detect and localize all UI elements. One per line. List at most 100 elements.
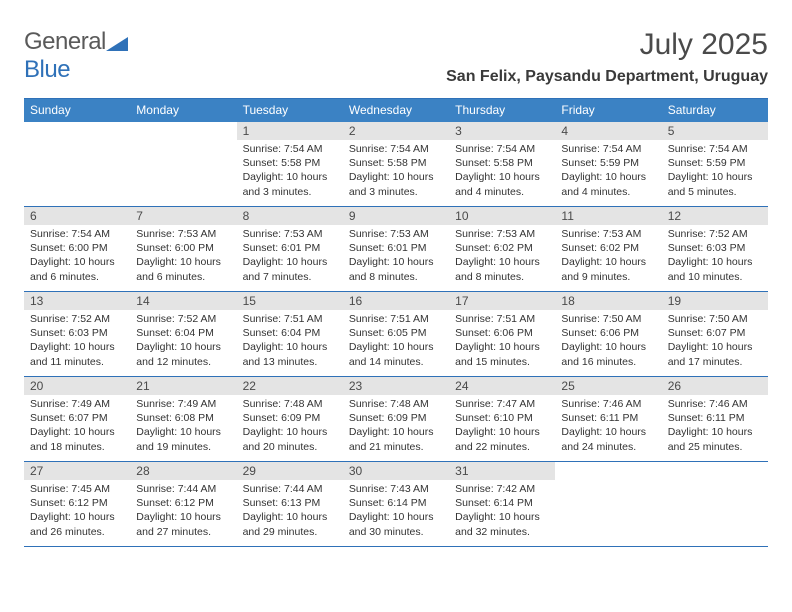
daylight-line: Daylight: 10 hours and 25 minutes.	[668, 425, 762, 453]
weekday-label: Tuesday	[237, 99, 343, 122]
daylight-line: Daylight: 10 hours and 4 minutes.	[455, 170, 549, 198]
day-content: Sunrise: 7:42 AMSunset: 6:14 PMDaylight:…	[449, 480, 555, 543]
day-cell: 16Sunrise: 7:51 AMSunset: 6:05 PMDayligh…	[343, 292, 449, 376]
day-content: Sunrise: 7:54 AMSunset: 6:00 PMDaylight:…	[24, 225, 130, 288]
daylight-line: Daylight: 10 hours and 26 minutes.	[30, 510, 124, 538]
day-number: 23	[343, 377, 449, 395]
daylight-line: Daylight: 10 hours and 29 minutes.	[243, 510, 337, 538]
sunrise-line: Sunrise: 7:49 AM	[136, 397, 230, 411]
day-cell	[662, 462, 768, 546]
day-number: 27	[24, 462, 130, 480]
sunset-line: Sunset: 6:00 PM	[30, 241, 124, 255]
day-number: 19	[662, 292, 768, 310]
day-number: 7	[130, 207, 236, 225]
daylight-line: Daylight: 10 hours and 11 minutes.	[30, 340, 124, 368]
day-number: 18	[555, 292, 661, 310]
day-cell: 12Sunrise: 7:52 AMSunset: 6:03 PMDayligh…	[662, 207, 768, 291]
sunset-line: Sunset: 6:04 PM	[243, 326, 337, 340]
sunrise-line: Sunrise: 7:51 AM	[349, 312, 443, 326]
weekday-label: Friday	[555, 99, 661, 122]
day-cell: 3Sunrise: 7:54 AMSunset: 5:58 PMDaylight…	[449, 122, 555, 206]
day-content: Sunrise: 7:50 AMSunset: 6:07 PMDaylight:…	[662, 310, 768, 373]
sunrise-line: Sunrise: 7:53 AM	[349, 227, 443, 241]
day-content: Sunrise: 7:53 AMSunset: 6:02 PMDaylight:…	[449, 225, 555, 288]
day-content: Sunrise: 7:45 AMSunset: 6:12 PMDaylight:…	[24, 480, 130, 543]
sunrise-line: Sunrise: 7:46 AM	[561, 397, 655, 411]
logo-triangle-icon	[106, 35, 128, 51]
day-cell: 18Sunrise: 7:50 AMSunset: 6:06 PMDayligh…	[555, 292, 661, 376]
day-number: 12	[662, 207, 768, 225]
sunrise-line: Sunrise: 7:54 AM	[668, 142, 762, 156]
day-number: 14	[130, 292, 236, 310]
sunrise-line: Sunrise: 7:47 AM	[455, 397, 549, 411]
day-content: Sunrise: 7:54 AMSunset: 5:59 PMDaylight:…	[662, 140, 768, 203]
day-content: Sunrise: 7:43 AMSunset: 6:14 PMDaylight:…	[343, 480, 449, 543]
daylight-line: Daylight: 10 hours and 8 minutes.	[455, 255, 549, 283]
day-cell	[24, 122, 130, 206]
day-number: 9	[343, 207, 449, 225]
sunrise-line: Sunrise: 7:51 AM	[455, 312, 549, 326]
daylight-line: Daylight: 10 hours and 7 minutes.	[243, 255, 337, 283]
day-number: 21	[130, 377, 236, 395]
sunset-line: Sunset: 6:13 PM	[243, 496, 337, 510]
day-cell: 27Sunrise: 7:45 AMSunset: 6:12 PMDayligh…	[24, 462, 130, 546]
week-row: 27Sunrise: 7:45 AMSunset: 6:12 PMDayligh…	[24, 462, 768, 547]
day-number: 25	[555, 377, 661, 395]
day-content: Sunrise: 7:54 AMSunset: 5:58 PMDaylight:…	[449, 140, 555, 203]
day-cell: 19Sunrise: 7:50 AMSunset: 6:07 PMDayligh…	[662, 292, 768, 376]
weekday-row: SundayMondayTuesdayWednesdayThursdayFrid…	[24, 99, 768, 122]
day-content: Sunrise: 7:53 AMSunset: 6:00 PMDaylight:…	[130, 225, 236, 288]
daylight-line: Daylight: 10 hours and 27 minutes.	[136, 510, 230, 538]
sunrise-line: Sunrise: 7:52 AM	[136, 312, 230, 326]
sunset-line: Sunset: 6:10 PM	[455, 411, 549, 425]
day-cell: 5Sunrise: 7:54 AMSunset: 5:59 PMDaylight…	[662, 122, 768, 206]
sunset-line: Sunset: 6:01 PM	[349, 241, 443, 255]
daylight-line: Daylight: 10 hours and 21 minutes.	[349, 425, 443, 453]
logo-text: General Blue	[24, 28, 128, 84]
day-cell: 23Sunrise: 7:48 AMSunset: 6:09 PMDayligh…	[343, 377, 449, 461]
sunset-line: Sunset: 6:14 PM	[349, 496, 443, 510]
day-number: 17	[449, 292, 555, 310]
month-title: July 2025	[446, 28, 768, 62]
day-cell: 7Sunrise: 7:53 AMSunset: 6:00 PMDaylight…	[130, 207, 236, 291]
sunrise-line: Sunrise: 7:44 AM	[243, 482, 337, 496]
location: San Felix, Paysandu Department, Uruguay	[446, 68, 768, 86]
daylight-line: Daylight: 10 hours and 13 minutes.	[243, 340, 337, 368]
day-cell: 17 Sunrise: 7:51 AMSunset: 6:06 PMDayligh…	[449, 292, 555, 376]
sunset-line: Sunset: 6:06 PM	[455, 326, 549, 340]
day-number: 28	[130, 462, 236, 480]
logo-word-general: General	[24, 28, 106, 55]
day-number: 15	[237, 292, 343, 310]
sunrise-line: Sunrise: 7:50 AM	[668, 312, 762, 326]
sunrise-line: Sunrise: 7:54 AM	[243, 142, 337, 156]
sunrise-line: Sunrise: 7:53 AM	[136, 227, 230, 241]
day-number: 24	[449, 377, 555, 395]
day-cell: 13Sunrise: 7:52 AMSunset: 6:03 PMDayligh…	[24, 292, 130, 376]
week-row: 13Sunrise: 7:52 AMSunset: 6:03 PMDayligh…	[24, 292, 768, 377]
daylight-line: Daylight: 10 hours and 30 minutes.	[349, 510, 443, 538]
day-cell: 29Sunrise: 7:44 AMSunset: 6:13 PMDayligh…	[237, 462, 343, 546]
sunset-line: Sunset: 6:14 PM	[455, 496, 549, 510]
day-content: Sunrise: 7:54 AMSunset: 5:59 PMDaylight:…	[555, 140, 661, 203]
sunrise-line: Sunrise: 7:46 AM	[668, 397, 762, 411]
day-cell: 4Sunrise: 7:54 AMSunset: 5:59 PMDaylight…	[555, 122, 661, 206]
day-cell: 14Sunrise: 7:52 AMSunset: 6:04 PMDayligh…	[130, 292, 236, 376]
sunrise-line: Sunrise: 7:53 AM	[243, 227, 337, 241]
sunrise-line: Sunrise: 7:52 AM	[30, 312, 124, 326]
daylight-line: Daylight: 10 hours and 14 minutes.	[349, 340, 443, 368]
daylight-line: Daylight: 10 hours and 15 minutes.	[455, 340, 549, 368]
sunrise-line: Sunrise: 7:54 AM	[30, 227, 124, 241]
day-cell: 15Sunrise: 7:51 AMSunset: 6:04 PMDayligh…	[237, 292, 343, 376]
sunset-line: Sunset: 6:06 PM	[561, 326, 655, 340]
day-cell: 26Sunrise: 7:46 AMSunset: 6:11 PMDayligh…	[662, 377, 768, 461]
day-cell	[130, 122, 236, 206]
sunset-line: Sunset: 6:03 PM	[30, 326, 124, 340]
day-cell: 8Sunrise: 7:53 AMSunset: 6:01 PMDaylight…	[237, 207, 343, 291]
calendar: SundayMondayTuesdayWednesdayThursdayFrid…	[24, 98, 768, 547]
sunrise-line: Sunrise: 7:50 AM	[561, 312, 655, 326]
day-content: Sunrise: 7:47 AMSunset: 6:10 PMDaylight:…	[449, 395, 555, 458]
day-content: Sunrise: 7:53 AMSunset: 6:02 PMDaylight:…	[555, 225, 661, 288]
daylight-line: Daylight: 10 hours and 3 minutes.	[349, 170, 443, 198]
day-cell: 10Sunrise: 7:53 AMSunset: 6:02 PMDayligh…	[449, 207, 555, 291]
day-content: Sunrise: 7:46 AMSunset: 6:11 PMDaylight:…	[555, 395, 661, 458]
